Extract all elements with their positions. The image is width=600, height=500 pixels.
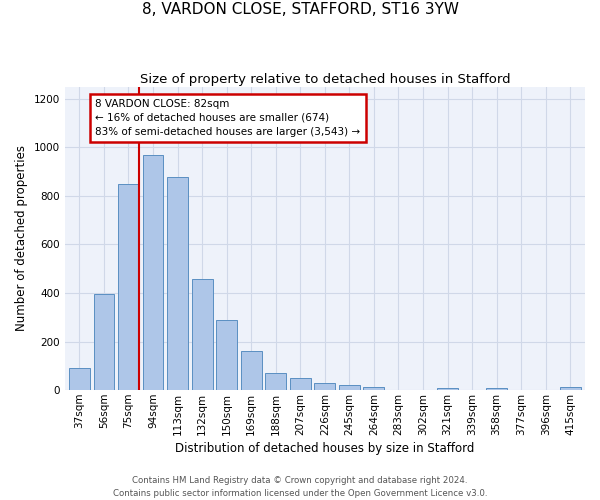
Bar bbox=[290, 378, 311, 390]
Title: Size of property relative to detached houses in Stafford: Size of property relative to detached ho… bbox=[140, 72, 510, 86]
Bar bbox=[94, 294, 115, 390]
Bar bbox=[486, 388, 507, 390]
Bar bbox=[191, 279, 212, 390]
Bar bbox=[167, 177, 188, 390]
Bar bbox=[143, 155, 163, 390]
Text: Contains HM Land Registry data © Crown copyright and database right 2024.
Contai: Contains HM Land Registry data © Crown c… bbox=[113, 476, 487, 498]
Text: 8 VARDON CLOSE: 82sqm
← 16% of detached houses are smaller (674)
83% of semi-det: 8 VARDON CLOSE: 82sqm ← 16% of detached … bbox=[95, 99, 361, 137]
Bar bbox=[437, 388, 458, 390]
X-axis label: Distribution of detached houses by size in Stafford: Distribution of detached houses by size … bbox=[175, 442, 475, 455]
Bar bbox=[364, 387, 385, 390]
Bar bbox=[118, 184, 139, 390]
Y-axis label: Number of detached properties: Number of detached properties bbox=[15, 146, 28, 332]
Bar bbox=[69, 368, 90, 390]
Text: 8, VARDON CLOSE, STAFFORD, ST16 3YW: 8, VARDON CLOSE, STAFFORD, ST16 3YW bbox=[142, 2, 458, 18]
Bar bbox=[339, 385, 360, 390]
Bar bbox=[265, 373, 286, 390]
Bar bbox=[314, 383, 335, 390]
Bar bbox=[560, 387, 581, 390]
Bar bbox=[216, 320, 237, 390]
Bar bbox=[241, 350, 262, 390]
